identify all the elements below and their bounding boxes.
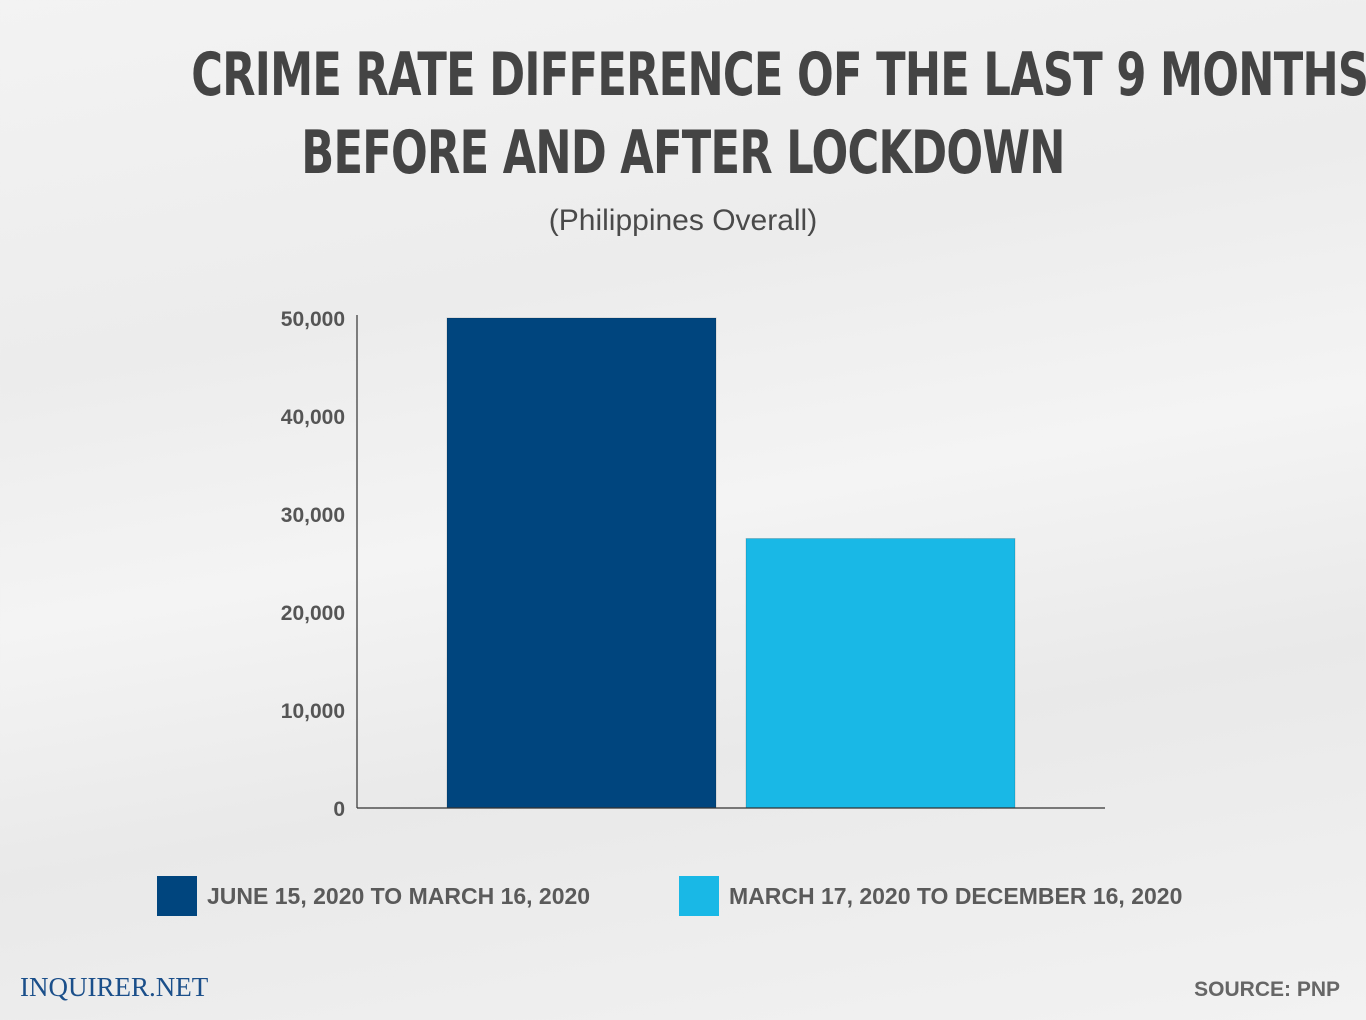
y-tick-label: 20,000 <box>281 602 345 625</box>
legend-label: MARCH 17, 2020 TO DECEMBER 16, 2020 <box>729 882 1183 909</box>
bar <box>745 538 1016 809</box>
y-tick-label: 30,000 <box>281 504 345 527</box>
y-tick-label: 10,000 <box>281 700 345 723</box>
chart-title: CRIME RATE DIFFERENCE OF THE LAST 9 MONT… <box>0 36 1366 192</box>
legend-swatch <box>157 876 197 916</box>
title-line-2: BEFORE AND AFTER LOCKDOWN <box>301 118 1065 188</box>
chart-subtitle: (Philippines Overall) <box>548 204 818 237</box>
bar <box>446 317 717 809</box>
legend-item-2: MARCH 17, 2020 TO DECEMBER 16, 2020 <box>679 876 1182 916</box>
inquirer-logo: INQUIRER.NET <box>20 972 209 1002</box>
source-note: SOURCE: PNP <box>1194 978 1340 1001</box>
legend-item-1: JUNE 15, 2020 TO MARCH 16, 2020 <box>157 876 590 916</box>
legend-swatch <box>679 876 719 916</box>
y-tick-label: 50,000 <box>281 308 345 331</box>
y-tick-label: 0 <box>333 798 345 821</box>
y-tick-label: 40,000 <box>281 406 345 429</box>
title-line-1: CRIME RATE DIFFERENCE OF THE LAST 9 MONT… <box>191 40 1366 110</box>
legend-label: JUNE 15, 2020 TO MARCH 16, 2020 <box>207 882 591 909</box>
